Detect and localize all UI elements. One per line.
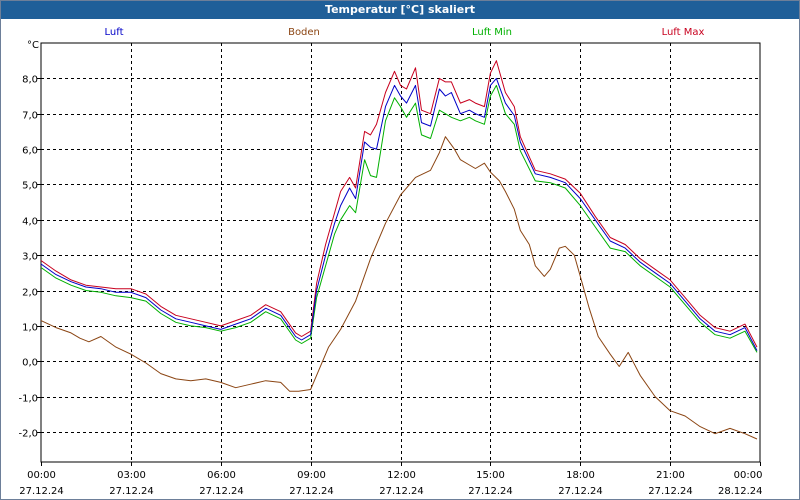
series-line-boden — [40, 136, 758, 440]
x-tick-date: 27.12.24 — [19, 486, 64, 497]
x-tick-time: 00:00 — [734, 470, 763, 481]
legend-item-luft-max: Luft Max — [662, 27, 705, 38]
x-tick-date: 27.12.24 — [379, 486, 424, 497]
y-tick-label: 4,0 — [22, 217, 38, 228]
x-tick-time: 06:00 — [207, 470, 236, 481]
y-tick-label: -2,0 — [18, 429, 38, 440]
x-tick-date: 27.12.24 — [558, 486, 603, 497]
x-tick-time: 21:00 — [656, 470, 685, 481]
x-tick-time: 00:00 — [27, 470, 56, 481]
y-tick-label: 7,0 — [22, 111, 38, 122]
x-axis: 00:00 27.12.24 03:00 27.12.24 06:00 27.12.24 0… — [19, 462, 763, 497]
x-tick-time: 12:00 — [387, 470, 416, 481]
x-tick-time: 09:00 — [297, 470, 326, 481]
x-tick-time: 15:00 — [476, 470, 505, 481]
legend-item-boden: Boden — [288, 27, 320, 38]
chart-title: Temperatur [°C] skaliert — [1, 1, 799, 19]
y-tick-label: 1,0 — [22, 323, 38, 334]
x-tick-date: 28.12.24 — [718, 486, 763, 497]
y-tick-label: 6,0 — [22, 146, 38, 157]
y-tick-label: 3,0 — [22, 252, 38, 263]
x-tick-time: 03:00 — [117, 470, 146, 481]
x-tick-date: 27.12.24 — [109, 486, 154, 497]
y-tick-label: 8,0 — [22, 75, 38, 86]
y-tick-label: 2,0 — [22, 288, 38, 299]
x-tick-time: 18:00 — [566, 470, 595, 481]
y-axis-unit: °C — [27, 40, 39, 51]
plot-area — [40, 42, 761, 463]
series-line-luft-max — [40, 60, 758, 348]
series-lines — [40, 60, 758, 440]
legend: Luft Boden Luft Min Luft Max — [105, 27, 705, 38]
x-tick-date: 27.12.24 — [648, 486, 693, 497]
x-tick-date: 27.12.24 — [199, 486, 244, 497]
x-tick-date: 27.12.24 — [468, 486, 513, 497]
y-tick-label: 5,0 — [22, 181, 38, 192]
y-tick-label: 0,0 — [22, 358, 38, 369]
x-tick-date: 27.12.24 — [289, 486, 334, 497]
series-line-luft-min — [40, 84, 758, 353]
y-axis: 8,0 7,0 6,0 5,0 4,0 3,0 2,0 1,0 0,0 -1,0 -2,0 — [18, 75, 41, 440]
legend-item-luft: Luft — [105, 27, 124, 38]
series-line-luft — [40, 77, 758, 351]
legend-item-luft-min: Luft Min — [472, 27, 512, 38]
y-tick-label: -1,0 — [18, 394, 38, 405]
grid-lines — [41, 43, 760, 462]
